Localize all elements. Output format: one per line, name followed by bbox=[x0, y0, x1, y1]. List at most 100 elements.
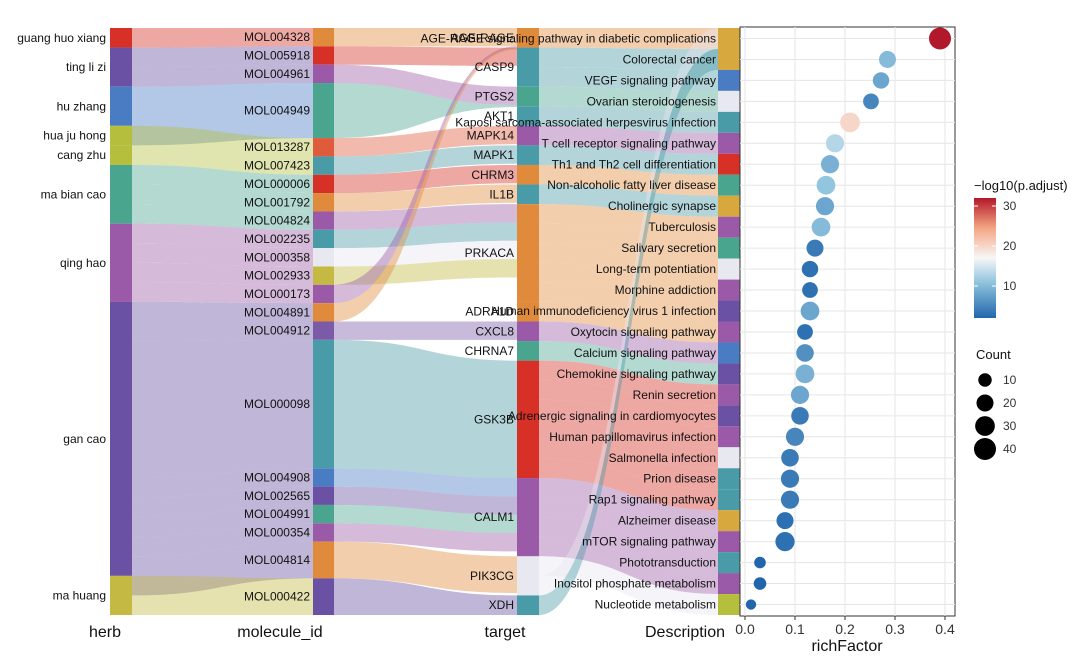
pathway-label-human-immunodeficiency-virus-1-infection: Human immunodeficiency virus 1 infection bbox=[491, 304, 716, 318]
herb-label-ma-bian-cao: ma bian cao bbox=[41, 187, 107, 201]
flow-calm1-inositol-phosphate-metabolism bbox=[539, 536, 718, 595]
flow-mol004961-ptgs2 bbox=[334, 64, 517, 106]
molecule-label-mol005918: MOL005918 bbox=[244, 49, 310, 63]
pathway-label-t-cell-receptor-signaling-pathway: T cell receptor signaling pathway bbox=[541, 136, 716, 150]
flow-casp9-colorectal-cancer bbox=[539, 47, 718, 70]
target-label-chrna7: CHRNA7 bbox=[465, 344, 515, 358]
xtick-label-0-4: 0.4 bbox=[935, 621, 955, 637]
molecule-label-mol000006: MOL000006 bbox=[244, 177, 310, 191]
target-label-chrm3: CHRM3 bbox=[471, 168, 514, 182]
flow-chrna7-chemokine-signaling-pathway bbox=[539, 341, 718, 385]
pathway-label-alzheimer-disease: Alzheimer disease bbox=[618, 514, 716, 528]
target-node-chrna7 bbox=[517, 341, 539, 361]
pathway-label-renin-secretion: Renin secretion bbox=[633, 388, 716, 402]
molecule-node-mol000098 bbox=[313, 339, 334, 469]
flow-casp9-vegf-signaling-pathway bbox=[539, 67, 718, 91]
flow-mol001792-il1b bbox=[334, 184, 517, 212]
target-node-adra1d bbox=[517, 301, 539, 322]
flow-calm1-mtor-signaling-pathway bbox=[539, 497, 718, 553]
herb-node-ting-li-zi bbox=[110, 47, 132, 87]
pathway-node-salmonella-infection bbox=[718, 447, 740, 469]
axis-label-target: target bbox=[485, 624, 526, 641]
flow-guang-huo-xiang-mol004328 bbox=[132, 28, 313, 48]
herb-label-cang-zhu: cang zhu bbox=[57, 148, 106, 162]
target-node-xdh bbox=[517, 595, 539, 615]
sankey-labels: guang huo xiang ting li zi hu zhang hua ju … bbox=[17, 30, 716, 612]
dot-renin-secretion bbox=[790, 385, 810, 404]
size-legend-dot-10 bbox=[978, 373, 992, 387]
pathway-label-nucleotide-metabolism: Nucleotide metabolism bbox=[595, 598, 716, 612]
dotplot-dots bbox=[745, 27, 951, 610]
target-node-prkaca bbox=[517, 204, 539, 302]
axis-label-description: Description bbox=[645, 624, 725, 641]
flow-calm1-phototransduction bbox=[539, 517, 718, 574]
pathway-label-oxytocin-signaling-pathway: Oxytocin signaling pathway bbox=[571, 325, 716, 339]
axis-label-molecule: molecule_id bbox=[237, 624, 322, 641]
dot-kaposi-sarcoma-associated-herpesvirus-infection bbox=[840, 112, 860, 133]
target-node-pik3cg bbox=[517, 556, 539, 596]
flow-qing-hao-mol002235 bbox=[132, 223, 313, 249]
pathway-label-colorectal-cancer: Colorectal cancer bbox=[623, 52, 716, 66]
target-label-pik3cg: PIK3CG bbox=[470, 569, 514, 583]
pathway-node-t-cell-receptor-signaling-pathway bbox=[718, 132, 740, 154]
size-legend-dot-30 bbox=[975, 416, 995, 436]
flow-akt1-kaposi-sarcoma-associated-herpesvirus-infection bbox=[539, 106, 718, 133]
molecule-node-mol004824 bbox=[313, 211, 334, 230]
molecule-node-mol004961 bbox=[313, 64, 334, 84]
dot-oxytocin-signaling-pathway bbox=[797, 324, 813, 340]
size-legend-dot-40 bbox=[974, 438, 996, 460]
herb-node-gan-cao bbox=[110, 301, 132, 576]
xtick-label-0-3: 0.3 bbox=[885, 621, 905, 637]
molecule-label-mol000173: MOL000173 bbox=[244, 287, 310, 301]
target-label-mapk1: MAPK1 bbox=[473, 148, 514, 162]
target-label-akt1: AKT1 bbox=[484, 109, 514, 123]
dotplot-xticks: 0.0 0.1 0.2 0.3 0.4 bbox=[735, 616, 955, 637]
flow-chrm3-non-alcoholic-fatty-liver-disease bbox=[539, 164, 718, 196]
pathway-node-cholinergic-synapse bbox=[718, 195, 740, 217]
pathway-node-morphine-addiction bbox=[718, 279, 740, 301]
dot-long-term-potentiation bbox=[801, 260, 819, 278]
pathway-label-mtor-signaling-pathway: mTOR signaling pathway bbox=[582, 535, 716, 549]
molecule-label-mol004912: MOL004912 bbox=[244, 324, 310, 338]
flow-hua-ju-hong-mol013287 bbox=[132, 125, 313, 157]
flow-prkaca-human-immunodeficiency-virus-1-infection bbox=[539, 282, 718, 322]
flow-mol004328-age-rage bbox=[334, 28, 517, 47]
flow-mol004891-age-rage bbox=[334, 47, 517, 322]
colorbar-tick-20: 20 bbox=[1003, 239, 1017, 253]
pathway-node-salivary-secretion bbox=[718, 237, 740, 259]
target-node-ptgs2 bbox=[517, 86, 539, 107]
dot-salmonella-infection bbox=[781, 448, 799, 467]
flow-xdh-colorectal-cancer bbox=[539, 48, 718, 615]
flow-qing-hao-mol000358 bbox=[132, 243, 313, 267]
target-label-ptgs2: PTGS2 bbox=[475, 89, 515, 103]
flow-ptgs2-ovarian-steroidogenesis bbox=[539, 86, 718, 112]
pathway-node-rap1-signaling-pathway bbox=[718, 489, 740, 511]
flow-gsk3b-human-papillomavirus-infection bbox=[539, 399, 718, 448]
herb-label-gan-cao: gan cao bbox=[63, 432, 106, 446]
molecule-label-mol000422: MOL000422 bbox=[244, 590, 310, 604]
target-label-gsk3b: GSK3B bbox=[474, 412, 514, 426]
target-node-mapk1 bbox=[517, 145, 539, 165]
pathway-node-prion-disease bbox=[718, 468, 740, 490]
dot-salivary-secretion bbox=[806, 239, 824, 257]
pathway-label-vegf-signaling-pathway: VEGF signaling pathway bbox=[585, 73, 716, 87]
molecule-node-mol002933 bbox=[313, 266, 334, 285]
xtick-label-0-2: 0.2 bbox=[835, 621, 855, 637]
flow-gan-cao-mol002565 bbox=[132, 486, 313, 518]
flow-prkaca-salivary-secretion bbox=[539, 223, 718, 259]
molecule-label-mol000358: MOL000358 bbox=[244, 250, 310, 264]
legends: −log10(p.adjust) 30 20 10 Count 10 20 30 40 bbox=[974, 178, 1068, 460]
molecule-label-mol004961: MOL004961 bbox=[244, 67, 310, 81]
molecule-node-mol004912 bbox=[313, 321, 334, 340]
pathway-node-human-papillomavirus-infection bbox=[718, 426, 740, 448]
size-legend-label-20: 20 bbox=[1003, 396, 1017, 410]
flow-gsk3b-prion-disease bbox=[539, 438, 718, 490]
herb-label-hu-zhang: hu zhang bbox=[57, 99, 106, 113]
molecule-node-mol004949 bbox=[313, 83, 334, 139]
size-legend-dot-20 bbox=[976, 394, 994, 412]
target-label-calm1: CALM1 bbox=[474, 510, 514, 524]
molecule-node-mol001792 bbox=[313, 193, 334, 212]
pathway-label-tuberculosis: Tuberculosis bbox=[648, 220, 716, 234]
flow-ma-bian-cao-mol004824 bbox=[132, 204, 313, 230]
molecule-label-mol007423: MOL007423 bbox=[244, 159, 310, 173]
